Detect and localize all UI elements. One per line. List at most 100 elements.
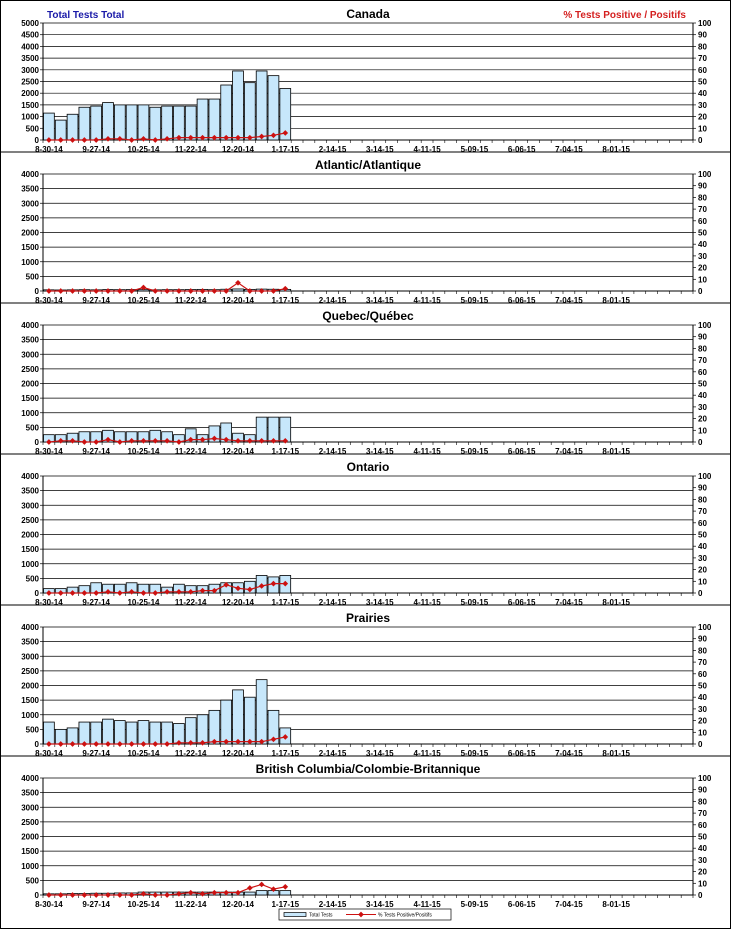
line-point [282, 438, 289, 444]
panels: Canada0500100015002000250030003500400045… [0, 7, 731, 909]
y2-tick-label: 40 [698, 391, 707, 400]
line-point [105, 136, 111, 142]
line-point [223, 288, 230, 294]
y2-tick-label: 10 [698, 879, 707, 888]
y2-tick-label: 100 [698, 321, 712, 330]
line-point [152, 741, 159, 747]
line-point [199, 587, 206, 594]
bar [114, 720, 126, 745]
y-tick-label: 1000 [21, 258, 39, 267]
line-point [258, 583, 265, 589]
y2-tick-label: 60 [698, 519, 707, 528]
x-tick-label: 7-04-15 [555, 749, 583, 758]
line-point [176, 891, 182, 897]
x-tick-label: 10-25-14 [127, 145, 160, 154]
y2-tick-label: 0 [698, 438, 703, 447]
line-point [211, 288, 218, 294]
x-tick-label: 1-17-15 [271, 598, 299, 607]
y2-tick-label: 90 [698, 333, 707, 342]
x-tick-label: 11-22-14 [175, 145, 207, 154]
y-tick-label: 3500 [21, 638, 39, 647]
line-point [164, 288, 170, 294]
y2-tick-label: 100 [698, 774, 712, 783]
line-point [246, 738, 253, 745]
y-tick-label: 3500 [21, 487, 39, 496]
y-tick-label: 3500 [21, 789, 39, 798]
y2-tick-label: 80 [698, 797, 707, 806]
y2-tick-label: 60 [698, 217, 707, 226]
y2-tick-label: 0 [698, 740, 703, 749]
y2-tick-label: 60 [698, 368, 707, 377]
y-tick-label: 3000 [21, 652, 39, 661]
panel-title: Prairies [346, 611, 390, 625]
x-tick-label: 12-20-14 [222, 296, 255, 305]
line-point [235, 134, 241, 141]
x-tick-label: 2-14-15 [319, 447, 347, 456]
line-point [93, 439, 100, 445]
x-tick-label: 10-25-14 [127, 296, 160, 305]
x-tick-label: 7-04-15 [555, 598, 583, 607]
x-tick-label: 12-20-14 [222, 749, 255, 758]
x-tick-label: 8-30-14 [35, 749, 63, 758]
x-tick-label: 8-30-14 [35, 598, 63, 607]
line-point [93, 288, 100, 294]
x-tick-label: 8-30-14 [35, 296, 63, 305]
y-tick-label: 0 [35, 891, 40, 900]
line-point [140, 891, 147, 897]
line-point [199, 740, 206, 746]
x-tick-label: 12-20-14 [222, 447, 255, 456]
y2-tick-label: 70 [698, 54, 707, 63]
x-tick-label: 11-22-14 [175, 749, 207, 758]
x-tick-label: 9-27-14 [82, 900, 110, 909]
x-tick-label: 11-22-14 [175, 296, 207, 305]
y-tick-label: 4000 [21, 472, 39, 481]
line-point [282, 285, 289, 292]
bar [90, 105, 102, 141]
line-point [164, 589, 170, 595]
y2-tick-label: 70 [698, 507, 707, 516]
line-point [223, 436, 230, 443]
line-point [282, 734, 289, 740]
line-point [246, 438, 253, 444]
y2-tick-label: 30 [698, 101, 707, 110]
x-tick-label: 3-14-15 [366, 900, 394, 909]
y-tick-label: 1500 [21, 394, 39, 403]
panel-1: Canada0500100015002000250030003500400045… [21, 7, 712, 154]
y-tick-label: 500 [26, 574, 40, 583]
bar [244, 696, 256, 745]
bar [255, 679, 268, 745]
line-point [128, 438, 135, 444]
y-tick-label: 1500 [21, 545, 39, 554]
x-tick-label: 4-11-15 [414, 900, 442, 909]
y2-tick-label: 80 [698, 495, 707, 504]
x-tick-label: 4-11-15 [414, 749, 442, 758]
x-tick-label: 9-27-14 [82, 749, 110, 758]
y-tick-label: 2500 [21, 214, 39, 223]
y2-tick-label: 80 [698, 646, 707, 655]
x-tick-label: 8-30-14 [35, 145, 63, 154]
legend-bar-label: Total Tests [309, 913, 333, 919]
y2-tick-label: 20 [698, 415, 707, 424]
x-tick-label: 8-01-15 [602, 749, 630, 758]
line-point [105, 741, 111, 747]
y2-tick-label: 100 [698, 472, 712, 481]
line-point [270, 132, 277, 139]
line-point [176, 288, 182, 294]
y2-tick-label: 50 [698, 380, 707, 389]
y2-tick-label: 10 [698, 426, 707, 435]
x-tick-label: 5-09-15 [461, 900, 489, 909]
y-tick-label: 2500 [21, 818, 39, 827]
line-point [176, 439, 182, 445]
bar [196, 714, 209, 745]
line-point [176, 589, 182, 595]
line-point [152, 438, 159, 444]
y2-tick-label: 30 [698, 252, 707, 261]
x-tick-label: 11-22-14 [175, 900, 207, 909]
bar [149, 721, 162, 745]
line-point [211, 738, 218, 745]
y-tick-label: 500 [26, 725, 40, 734]
y-tick-label: 3000 [21, 350, 39, 359]
line-point [246, 586, 253, 593]
bar [78, 721, 91, 745]
x-tick-label: 10-25-14 [127, 447, 160, 456]
